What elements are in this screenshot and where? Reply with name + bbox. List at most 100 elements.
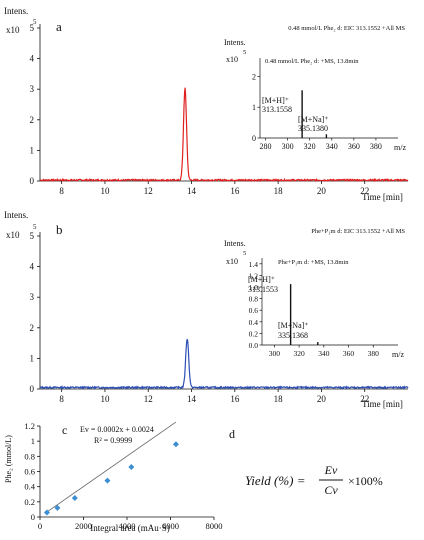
panel-c-y-axis-title: Phe₂ (mmol/L): [4, 435, 13, 483]
inset-y-tick-label: 0.2: [249, 329, 259, 338]
inset-y-tick-label: 1.2: [249, 271, 259, 280]
panel-b-inset-peak1-value: 313.1553: [248, 285, 278, 294]
x-tick-label: 22: [360, 186, 369, 196]
x-tick-label: 22: [360, 394, 369, 404]
panel-b-inset-x-title: m/z: [392, 350, 404, 359]
panel-a-inset-peak1-value: 313.1558: [262, 105, 292, 114]
panel-b-trace-label: Phe+P₁m d: EIC 313.1552 +All MS: [311, 228, 405, 235]
x-tick-label: 20: [317, 186, 327, 196]
y-tick-label: 0: [30, 176, 35, 186]
y-tick-label: 5: [30, 231, 35, 241]
inset-x-tick-label: 340: [318, 349, 330, 358]
inset-x-tick-label: 300: [282, 142, 294, 151]
y-tick-label: 3: [30, 292, 35, 302]
inset-x-tick-label: 280: [260, 142, 272, 151]
panel-b-y-title: Intens.: [4, 210, 28, 220]
calibration-y-tick-label: 0.4: [24, 482, 35, 492]
panel-b-inset-y-exponent: 5: [243, 250, 246, 257]
panel-b-inset-title: Phe+P₁m d: +MS, 13.8min: [278, 259, 349, 266]
panel-a-inset-peak1-label: [M+H]⁺: [262, 96, 289, 105]
panel-a-trace-label: 0.48 mmol/L Phe₂ d: EIC 313.1552 +All MS: [288, 25, 405, 32]
y-tick-label: 1: [30, 145, 35, 155]
yield-formula-lhs: Yield (%) =: [245, 473, 306, 488]
x-tick-label: 14: [187, 394, 197, 404]
y-tick-label: 2: [30, 323, 35, 333]
panel-c-fit-equation: Ev = 0.0002x + 0.0024: [80, 425, 154, 434]
y-tick-label: 0: [30, 384, 35, 394]
panel-d: d Yield (%) = Ev Cv ×100%: [229, 427, 383, 497]
x-tick-label: 10: [100, 394, 110, 404]
panel-a: Intens. 5 x10 a 0.48 mmol/L Phe₂ d: EIC …: [4, 6, 412, 202]
yield-formula-multiplier: ×100%: [348, 474, 383, 488]
yield-formula-denominator: Cv: [324, 483, 338, 497]
calibration-y-tick-label: 0.6: [24, 467, 35, 477]
panel-b-y-exponent-base: x10: [6, 230, 20, 240]
inset-x-tick-label: 320: [304, 142, 316, 151]
x-tick-label: 14: [187, 186, 197, 196]
calibration-y-tick-label: 1.2: [24, 421, 35, 431]
inset-y-tick-label: 2: [252, 72, 256, 81]
panel-c: c Ev = 0.0002x + 0.0024 R² = 0.9999 Phe₂…: [4, 421, 223, 533]
panel-a-y-exponent-base: x10: [6, 25, 20, 35]
panel-c-letter: c: [62, 423, 67, 437]
x-tick-label: 8: [59, 186, 64, 196]
panel-b-inset-peak1-label: [M+H]⁺: [248, 275, 275, 284]
panel-b: Intens. 5 x10 b Phe+P₁m d: EIC 313.1552 …: [4, 210, 412, 409]
inset-y-tick-label: 0.8: [249, 295, 259, 304]
panel-a-y-title: Intens.: [4, 6, 28, 16]
inset-x-tick-label: 360: [343, 349, 355, 358]
panel-c-x-axis-title: Integral area (mAu·S): [90, 523, 169, 533]
chromatogram-trace: [39, 87, 409, 183]
panel-a-inset-title: 0.48 mmol/L Phe₂ d: +MS, 13.8min: [265, 58, 359, 65]
panel-b-inset-peak2-value: 335.1368: [278, 331, 308, 340]
yield-formula-numerator: Ev: [324, 463, 338, 477]
x-tick-label: 20: [317, 394, 327, 404]
calibration-x-tick-label: 4000: [119, 521, 136, 531]
panel-a-inset-y-title: Intens.: [224, 38, 246, 47]
panel-b-inset-background: [232, 240, 412, 360]
calibration-data-point: [43, 509, 50, 516]
panel-a-inset-x-title: m/z: [394, 143, 406, 152]
y-tick-label: 1: [30, 353, 35, 363]
calibration-data-point: [71, 495, 78, 502]
inset-y-tick-label: 0.6: [249, 306, 259, 315]
x-tick-label: 10: [100, 186, 110, 196]
calibration-y-tick-label: 0.2: [24, 497, 35, 507]
calibration-fit-line: [46, 421, 177, 513]
y-tick-label: 5: [30, 23, 35, 33]
panel-b-inset-y-title: Intens.: [224, 239, 246, 248]
calibration-y-tick-label: 1: [31, 436, 35, 446]
inset-x-tick-label: 360: [348, 142, 360, 151]
inset-y-tick-label: 0.4: [249, 318, 259, 327]
inset-x-tick-label: 380: [370, 142, 382, 151]
inset-x-tick-label: 320: [293, 349, 305, 358]
x-tick-label: 18: [274, 394, 284, 404]
inset-y-tick-label: 0.0: [249, 341, 259, 350]
x-tick-label: 18: [274, 186, 284, 196]
inset-x-tick-label: 340: [326, 142, 338, 151]
x-tick-label: 8: [59, 394, 64, 404]
x-tick-label: 12: [144, 186, 153, 196]
calibration-y-tick-label: 0: [31, 512, 35, 522]
calibration-x-tick-label: 8000: [206, 521, 223, 531]
inset-y-tick-label: 0: [252, 134, 256, 143]
panel-c-r-squared: R² = 0.9999: [94, 436, 132, 445]
panel-a-letter: a: [56, 19, 62, 34]
inset-x-tick-label: 300: [269, 349, 281, 358]
x-tick-label: 16: [230, 186, 240, 196]
panel-a-x-title: Time [min]: [362, 192, 403, 202]
panel-d-letter: d: [229, 427, 235, 441]
panel-b-inset-peak2-label: [M+Na]⁺: [278, 321, 309, 330]
inset-y-tick-label: 1: [252, 103, 256, 112]
panel-a-inset-peak2-label: [M+Na]⁺: [298, 115, 329, 124]
panel-a-inset-background: [232, 37, 412, 147]
y-tick-label: 3: [30, 84, 35, 94]
y-tick-label: 4: [30, 262, 35, 272]
inset-y-tick-label: 1.0: [249, 283, 259, 292]
calibration-data-point: [54, 504, 61, 511]
panel-a-y-exponent: 5: [33, 18, 37, 26]
y-tick-label: 4: [30, 54, 35, 64]
calibration-x-tick-label: 2000: [75, 521, 92, 531]
inset-x-tick-label: 380: [368, 349, 380, 358]
